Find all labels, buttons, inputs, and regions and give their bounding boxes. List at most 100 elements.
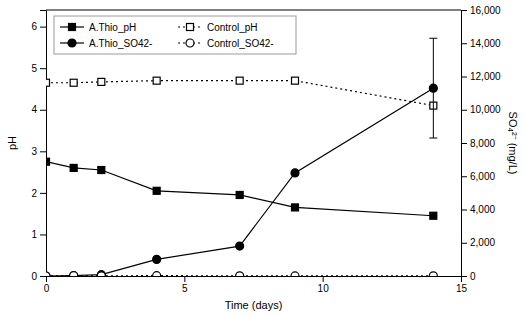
marker	[70, 272, 78, 276]
tick-mark	[461, 143, 467, 144]
axis-line	[462, 11, 468, 277]
tick-mark	[40, 68, 46, 69]
tick: 4	[31, 104, 46, 115]
tick-mark	[323, 276, 324, 282]
marker	[153, 187, 160, 194]
point	[292, 77, 299, 84]
tick-mark	[461, 243, 467, 244]
legend-marker	[187, 24, 194, 31]
point	[98, 78, 105, 85]
point	[291, 169, 299, 177]
axis-line	[40, 11, 47, 277]
tick-label: 0	[44, 283, 50, 294]
tick-mark	[40, 234, 46, 235]
tick: 4,000	[461, 204, 495, 215]
tick-mark	[461, 176, 467, 177]
point	[46, 79, 50, 86]
tick-label: 14,000	[470, 38, 501, 49]
tick-mark	[461, 210, 467, 211]
tick-mark	[184, 276, 185, 282]
marker	[292, 204, 299, 211]
tick-label: 3	[31, 146, 37, 157]
tick-label: 1	[31, 229, 37, 240]
marker	[429, 84, 437, 92]
tick-mark	[40, 151, 46, 152]
tick-label: 5	[31, 63, 37, 74]
tick-label: 10	[318, 283, 330, 294]
tick-mark	[461, 110, 467, 111]
marker	[429, 272, 437, 276]
point	[291, 272, 299, 276]
marker	[153, 272, 161, 276]
y-axis-title: pH	[6, 136, 18, 150]
marker	[291, 272, 299, 276]
tick-label: 0	[31, 271, 37, 282]
legend-label: A.Thio_SO42-	[89, 38, 152, 49]
tick-label: 16,000	[470, 5, 501, 16]
marker	[236, 77, 243, 84]
tick: 8,000	[461, 138, 495, 149]
point	[236, 242, 244, 250]
point	[97, 272, 105, 276]
marker	[46, 272, 50, 276]
tick: 3	[31, 146, 46, 157]
tick-label: 12,000	[470, 71, 501, 82]
plot: 051015012345602,0004,0006,0008,00010,000…	[6, 5, 519, 311]
point	[429, 84, 437, 92]
tick-label: 8,000	[470, 138, 495, 149]
tick-mark	[461, 276, 467, 277]
chart: 051015012345602,0004,0006,0008,00010,000…	[0, 0, 525, 316]
point	[98, 167, 105, 174]
legend-entry: Control_pH	[178, 22, 258, 33]
marker	[98, 167, 105, 174]
point	[153, 77, 160, 84]
point	[153, 272, 161, 276]
point	[46, 272, 50, 276]
tick-label: 0	[470, 271, 476, 282]
point	[153, 255, 161, 263]
y2-axis-title: SO₄²⁻ (mg/L)	[507, 112, 519, 175]
y2-axis: 0 2,000 4,000 6,000 8,000 10,000 12,000 14,000 1…	[461, 5, 501, 282]
legend-label: Control_pH	[207, 22, 258, 33]
point	[236, 77, 243, 84]
tick: 15	[456, 276, 468, 294]
legend-label: A.Thio_pH	[89, 22, 136, 33]
legend-entry: A.Thio_pH	[60, 22, 136, 33]
error-bar-cap	[429, 38, 437, 39]
x-axis-title: Time (days)	[225, 299, 283, 311]
legend-marker	[186, 39, 194, 47]
marker	[46, 158, 50, 165]
tick: 0	[44, 276, 50, 294]
tick-mark	[461, 43, 467, 44]
tick: 16,000	[461, 5, 501, 16]
marker	[153, 255, 161, 263]
tick: 6,000	[461, 171, 495, 182]
point	[46, 158, 50, 165]
point	[70, 79, 77, 86]
tick: 2	[31, 188, 46, 199]
tick: 5	[31, 63, 46, 74]
marker	[292, 77, 299, 84]
legend-marker	[68, 39, 76, 47]
marker	[291, 169, 299, 177]
tick: 2,000	[461, 237, 495, 248]
y-axis: 0 1 2 3 4 5 6	[31, 11, 46, 282]
point	[46, 272, 50, 276]
tick-label: 15	[456, 283, 468, 294]
point	[236, 191, 243, 198]
tick: 0	[461, 271, 476, 282]
marker	[153, 77, 160, 84]
point	[70, 272, 78, 276]
marker	[236, 191, 243, 198]
point	[430, 212, 437, 219]
point	[236, 272, 244, 276]
error-bar-cap	[429, 138, 437, 139]
tick: 6	[31, 21, 46, 32]
marker	[236, 272, 244, 276]
legend: A.Thio_pHControl_pHA.Thio_SO42-Control_S…	[54, 16, 296, 54]
point	[292, 204, 299, 211]
tick-label: 4	[31, 104, 37, 115]
tick-label: 2,000	[470, 237, 495, 248]
marker	[236, 242, 244, 250]
tick-label: 10,000	[470, 104, 501, 115]
